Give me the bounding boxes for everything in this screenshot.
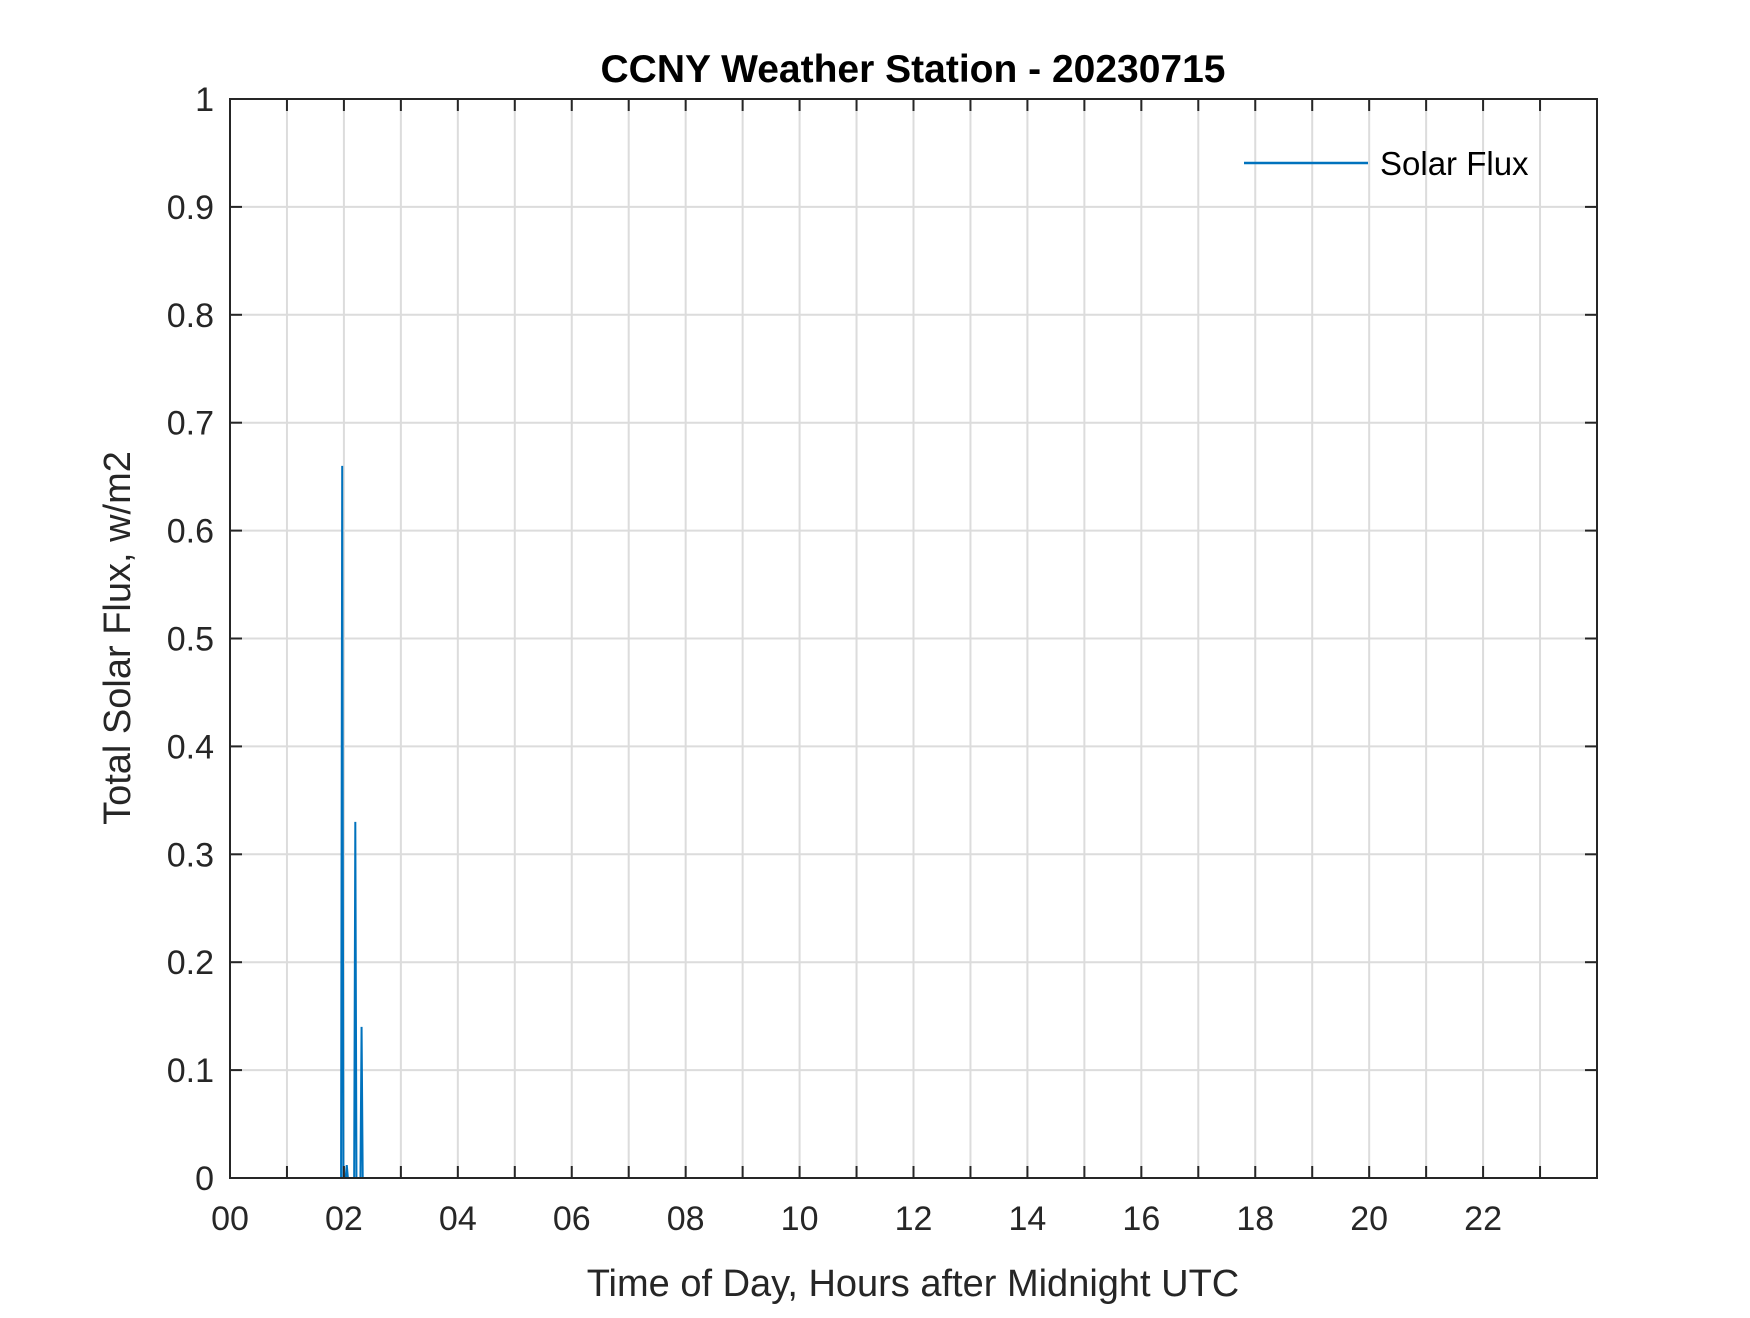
- y-tick-label-1: 0.1: [167, 1052, 214, 1090]
- y-tick-label-0: 0: [195, 1160, 214, 1198]
- x-tick-label-18: 18: [1236, 1200, 1274, 1238]
- grid-lines: [230, 99, 1597, 1178]
- y-tick-label-10: 1: [195, 81, 214, 119]
- x-tick-label-04: 04: [439, 1200, 477, 1238]
- x-tick-label-00: 00: [211, 1200, 249, 1238]
- x-tick-label-20: 20: [1350, 1200, 1388, 1238]
- x-tick-label-12: 12: [895, 1200, 933, 1238]
- y-tick-label-2: 0.2: [167, 944, 214, 982]
- tick-labels: 0 0.1 0.2 0.3 0.4 0.5 0.6 0.7 0.8 0.9 1 00 02 04 06 08 1…: [167, 81, 1502, 1238]
- chart-title: CCNY Weather Station - 20230715: [601, 48, 1226, 91]
- legend: Solar Flux: [1244, 145, 1529, 182]
- x-tick-label-10: 10: [781, 1200, 819, 1238]
- y-axis-label: Total Solar Flux, w/m2: [97, 451, 139, 825]
- x-axis-label: Time of Day, Hours after Midnight UTC: [587, 1263, 1240, 1305]
- x-tick-label-14: 14: [1009, 1200, 1047, 1238]
- y-tick-label-6: 0.6: [167, 513, 214, 551]
- y-tick-label-5: 0.5: [167, 621, 214, 659]
- axis-ticks: [230, 99, 1597, 1178]
- x-tick-label-02: 02: [325, 1200, 363, 1238]
- y-tick-label-4: 0.4: [167, 728, 214, 766]
- x-tick-label-22: 22: [1464, 1200, 1502, 1238]
- y-tick-label-7: 0.7: [167, 405, 214, 443]
- y-tick-label-8: 0.8: [167, 297, 214, 335]
- legend-label-solar-flux: Solar Flux: [1380, 145, 1529, 182]
- y-tick-label-9: 0.9: [167, 189, 214, 227]
- x-tick-label-06: 06: [553, 1200, 591, 1238]
- y-tick-label-3: 0.3: [167, 836, 214, 874]
- x-tick-label-08: 08: [667, 1200, 705, 1238]
- x-tick-label-16: 16: [1122, 1200, 1160, 1238]
